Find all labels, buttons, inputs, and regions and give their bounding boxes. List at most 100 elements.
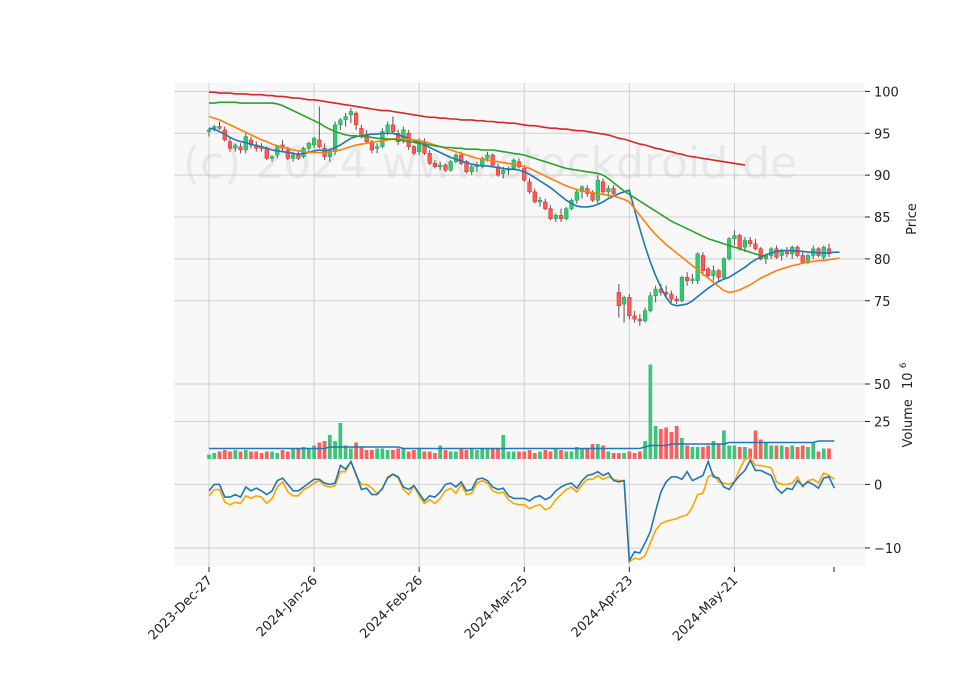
- price-y-tick-label: 85: [874, 211, 891, 226]
- candle-body: [306, 143, 311, 149]
- candle-body: [826, 248, 832, 255]
- volume-bar: [632, 453, 637, 459]
- candle-body: [459, 154, 464, 164]
- candle-body: [679, 277, 684, 301]
- volume-bar: [333, 441, 337, 459]
- volume-bar: [569, 451, 574, 459]
- candle-body: [558, 215, 564, 219]
- oscillator-y-tick-label: 0: [874, 478, 882, 493]
- candle-body: [333, 124, 338, 152]
- volume-bar: [490, 448, 495, 459]
- candle-body: [537, 200, 543, 203]
- volume-bar: [527, 450, 532, 459]
- volume-bar: [711, 441, 716, 459]
- volume-bar: [243, 450, 248, 459]
- candle-body: [296, 154, 301, 159]
- volume-bar: [238, 451, 243, 459]
- candle-body: [527, 181, 532, 193]
- volume-moving-average: [209, 440, 835, 450]
- volume-bar: [664, 427, 668, 459]
- candle-body: [385, 124, 390, 132]
- candle-body: [238, 146, 243, 151]
- candle-body: [611, 188, 616, 194]
- volume-y-tick-label: 25: [874, 416, 891, 431]
- volume-axis-label-sup: 6: [899, 362, 909, 368]
- x-tick-label: 2024-Jan-26: [254, 573, 321, 640]
- volume-bar: [275, 453, 280, 459]
- volume-bar: [522, 451, 527, 459]
- price-y-tick-label: 90: [874, 169, 891, 184]
- volume-axis-label-exp: 10: [901, 372, 916, 389]
- volume-bar: [806, 447, 810, 459]
- volume-bar: [254, 451, 259, 459]
- candle-body: [343, 116, 348, 121]
- volume-bar: [280, 450, 285, 459]
- volume-bar: [638, 451, 642, 459]
- oscillator-line: [208, 458, 836, 564]
- volume-bar: [454, 451, 458, 459]
- volume-bar: [753, 430, 758, 459]
- candle-body: [595, 179, 600, 201]
- candle-body: [227, 141, 233, 149]
- price-ma-line: [208, 127, 840, 307]
- volume-bar: [622, 453, 626, 459]
- candle-body: [564, 208, 569, 219]
- volume-bar: [616, 453, 621, 459]
- volume-bar: [412, 450, 416, 459]
- volume-bar: [611, 453, 616, 459]
- candle-body: [338, 119, 343, 126]
- volume-bar: [433, 453, 437, 459]
- volume-bar: [790, 445, 795, 459]
- candle-body: [690, 278, 695, 281]
- volume-bar: [296, 448, 301, 459]
- volume-bar: [800, 445, 805, 459]
- volume-bar: [270, 451, 274, 459]
- volume-bar: [475, 450, 479, 459]
- candle-body: [627, 297, 632, 317]
- candle-body: [480, 158, 485, 166]
- x-tick-label: 2024-May-21: [670, 573, 741, 644]
- volume-bar: [343, 445, 348, 459]
- volume-bar: [391, 450, 395, 459]
- volume-bar: [370, 450, 374, 459]
- candle-body: [401, 129, 406, 141]
- candle-body: [632, 315, 637, 320]
- candle-body: [448, 161, 453, 171]
- volume-bar: [217, 451, 222, 459]
- volume-bar: [816, 451, 821, 459]
- candle-body: [600, 181, 606, 193]
- price-y-tick-label: 95: [874, 127, 891, 142]
- oscillator-lines: [208, 456, 836, 564]
- candle-body: [648, 295, 653, 312]
- volume-bar: [590, 444, 595, 459]
- volume-bar: [564, 451, 569, 459]
- volume-bars: [207, 364, 831, 459]
- volume-bar: [758, 439, 763, 459]
- volume-bar: [359, 447, 364, 459]
- volume-bar: [285, 451, 290, 459]
- price-ma-line: [208, 115, 840, 294]
- candle-body: [206, 129, 212, 132]
- volume-bar: [538, 451, 542, 459]
- candle-body: [548, 208, 553, 219]
- candle-body: [522, 168, 527, 181]
- price-y-tick-label: 80: [874, 253, 891, 268]
- volume-bar: [349, 448, 353, 459]
- candle-body: [212, 126, 217, 129]
- volume-y-tick-label: 50: [874, 378, 891, 393]
- candle-body: [695, 253, 700, 281]
- candle-body: [348, 111, 353, 116]
- candle-body: [543, 201, 548, 209]
- volume-bar: [827, 448, 831, 459]
- volume-bar: [480, 448, 485, 459]
- candle-body: [390, 124, 395, 132]
- volume-bar: [601, 445, 605, 459]
- candle-body: [411, 146, 417, 154]
- volume-bar: [511, 451, 516, 459]
- volume-bar: [574, 447, 579, 459]
- volume-bar: [385, 450, 390, 459]
- price-ma-line: [209, 101, 767, 258]
- candle-body: [758, 248, 763, 260]
- volume-bar: [585, 448, 590, 459]
